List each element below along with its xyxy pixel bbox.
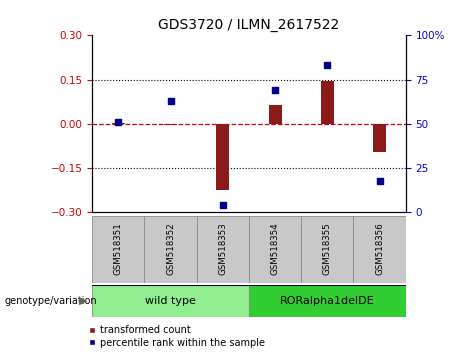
Point (167, 98, 174, 104)
Point (272, 87, 279, 93)
Text: genotype/variation: genotype/variation (5, 296, 97, 306)
Bar (373, 124, 386, 152)
Point (115, 119, 122, 125)
Title: GDS3720 / ILMN_2617522: GDS3720 / ILMN_2617522 (158, 18, 340, 32)
Text: wild type: wild type (145, 296, 196, 306)
Text: GSM518355: GSM518355 (323, 222, 332, 275)
Text: GSM518356: GSM518356 (375, 222, 384, 275)
Bar (164, 124, 177, 125)
Text: RORalpha1delDE: RORalpha1delDE (280, 296, 375, 306)
Bar (112, 123, 125, 124)
Bar (354, 216, 406, 283)
Bar (144, 216, 197, 283)
Bar (268, 105, 282, 124)
Point (376, 178, 383, 183)
Text: GSM518352: GSM518352 (166, 222, 175, 275)
Text: GSM518354: GSM518354 (271, 222, 279, 275)
Legend: transformed count, percentile rank within the sample: transformed count, percentile rank withi… (88, 325, 265, 348)
Text: GSM518353: GSM518353 (219, 222, 227, 275)
Bar (92, 285, 249, 317)
Bar (92, 216, 144, 283)
Bar (197, 216, 249, 283)
Bar (249, 216, 301, 283)
Bar (216, 124, 229, 190)
Point (324, 63, 331, 68)
Bar (321, 81, 334, 124)
Text: GSM518351: GSM518351 (114, 222, 123, 275)
Bar (301, 216, 354, 283)
Point (219, 202, 226, 208)
Text: ▶: ▶ (79, 296, 88, 306)
Bar (249, 285, 406, 317)
